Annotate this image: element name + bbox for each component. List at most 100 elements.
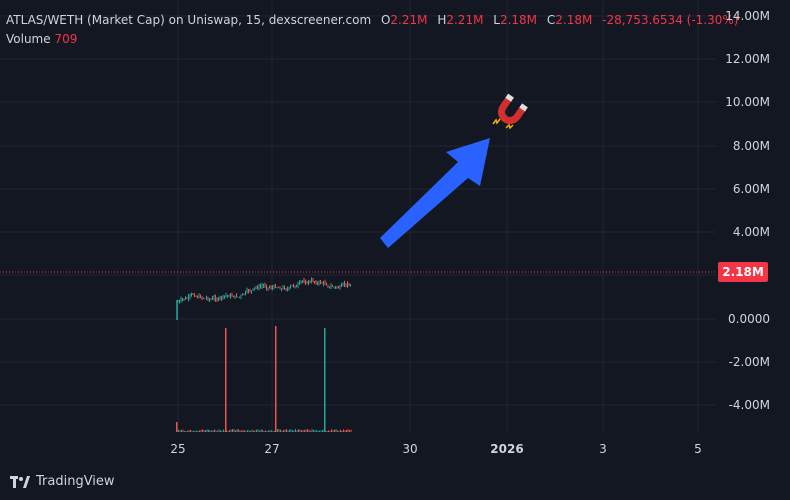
close-label: C [546, 13, 556, 27]
volume-bar [184, 430, 185, 432]
volume-bar [320, 430, 322, 432]
volume-bar [316, 430, 317, 432]
volume-bar [331, 429, 332, 432]
y-axis-label: 8.00M [732, 139, 770, 153]
legend-row-volume: Volume 709 [6, 31, 738, 48]
volume-bar [278, 429, 280, 432]
volume-bar [229, 430, 230, 432]
volume-bar [199, 430, 200, 432]
volume-bar [286, 429, 287, 432]
volume-bar [271, 430, 272, 432]
volume-bar [281, 430, 283, 432]
volume-bar [277, 429, 278, 432]
volume-spike [225, 328, 227, 432]
volume-bar [245, 430, 247, 432]
tradingview-logo[interactable]: TradingView [10, 474, 115, 489]
volume-bar [209, 430, 211, 432]
volume-bar [344, 430, 346, 432]
volume-bar [305, 429, 307, 432]
volume-bar [232, 429, 233, 432]
volume-bar [349, 430, 350, 432]
volume-bar [187, 430, 188, 432]
y-axis-label: -2.00M [728, 355, 770, 369]
y-axis-label: 0.0000 [728, 312, 770, 326]
volume-bar [197, 430, 199, 432]
volume-bar [218, 429, 220, 432]
volume-spike [275, 326, 277, 432]
grid-lines [0, 0, 716, 432]
volume-bar [227, 430, 229, 432]
volume-bar [205, 430, 206, 432]
volume-bar [304, 429, 305, 432]
legend-row-price: ATLAS/WETH (Market Cap) on Uniswap, 15, … [6, 12, 738, 29]
y-axis-label: 4.00M [732, 225, 770, 239]
volume-bar [313, 430, 314, 432]
volume-bar [326, 430, 328, 432]
volume-bar [250, 430, 251, 432]
volume-bar [254, 430, 256, 432]
volume-bar [283, 429, 284, 432]
volume-bar [194, 430, 196, 432]
volume-bar [272, 430, 274, 432]
volume-bar [191, 430, 193, 432]
volume-bar [319, 430, 320, 432]
volume-bar [265, 430, 266, 432]
volume-bar [343, 429, 344, 432]
volume-bar [280, 429, 281, 432]
volume-bar [310, 430, 311, 432]
volume-bar [214, 429, 215, 432]
volume-bar [301, 430, 302, 432]
volume-bar [248, 429, 250, 432]
x-axis-label: 27 [264, 442, 280, 456]
volume-label: Volume [6, 32, 51, 46]
high-label: H [437, 13, 447, 27]
volume-bar [185, 430, 187, 432]
volume-bar [235, 430, 236, 432]
volume-bar [217, 430, 218, 432]
volume-bar [268, 430, 269, 432]
volume-bar [295, 429, 296, 432]
x-axis-label: 25 [170, 442, 186, 456]
volume-bar [274, 430, 275, 432]
change-value: -28,753.6534 (-1.30%) [602, 13, 739, 27]
low-label: L [493, 13, 500, 27]
y-axis-label: 14.00M [725, 9, 770, 23]
volume-bar [181, 429, 182, 432]
volume-bar [329, 430, 331, 432]
volume-bar [244, 430, 245, 432]
volume-bar [188, 430, 190, 432]
volume-bar [263, 430, 265, 432]
volume-bar [293, 430, 295, 432]
magnet-icon [492, 93, 528, 130]
volume-bar [230, 429, 232, 432]
legend: ATLAS/WETH (Market Cap) on Uniswap, 15, … [6, 12, 738, 48]
volume-bar [350, 429, 352, 432]
x-axis-label: 5 [694, 442, 702, 456]
volume-bar [206, 429, 208, 432]
volume-bar [202, 429, 203, 432]
volume-bar [223, 429, 224, 432]
volume-spike [324, 328, 326, 432]
open-label: O [380, 13, 391, 27]
volume-bar [334, 429, 335, 432]
volume-bar [335, 429, 337, 432]
volume-bar [269, 429, 271, 432]
volume-bar [190, 429, 191, 432]
volume-bar [317, 430, 319, 432]
open-value: 2.21M [390, 13, 428, 27]
tradingview-brand: TradingView [36, 474, 115, 489]
candles [176, 277, 351, 320]
y-axis-label: 10.00M [725, 95, 770, 109]
volume-bar [247, 430, 248, 432]
arrow-icon [380, 138, 490, 248]
volume-bar [284, 429, 286, 432]
volume-bar [292, 430, 293, 432]
y-axis-label: 12.00M [725, 52, 770, 66]
volume-bar [256, 429, 257, 432]
volume-bar [340, 429, 341, 432]
volume-bar [241, 430, 242, 432]
volume-bar [179, 430, 181, 432]
symbol-title[interactable]: ATLAS/WETH (Market Cap) on Uniswap, 15, … [6, 13, 372, 27]
volume-bar [322, 430, 323, 432]
